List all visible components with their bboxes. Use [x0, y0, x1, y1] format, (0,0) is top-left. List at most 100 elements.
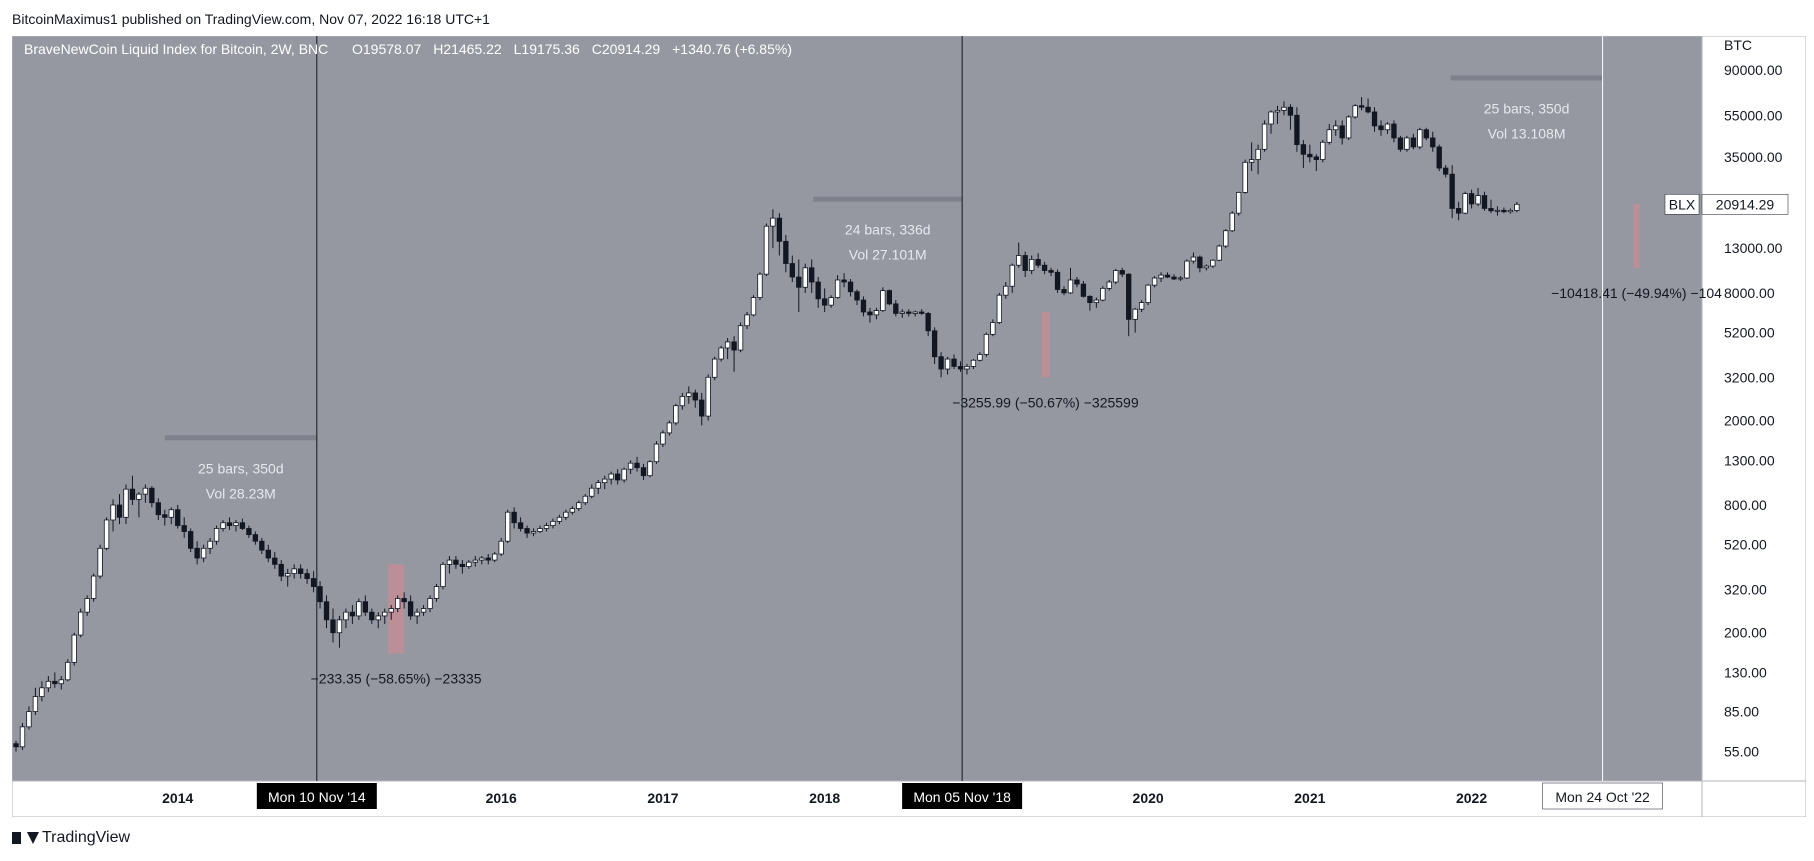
candle-body[interactable] [970, 359, 977, 367]
candle-body[interactable] [653, 443, 660, 463]
candle-body[interactable] [1048, 270, 1054, 273]
candle-body[interactable] [1248, 159, 1255, 163]
candle-body[interactable] [1158, 274, 1164, 279]
candle-body[interactable] [537, 528, 543, 532]
candle-body[interactable] [1281, 106, 1287, 111]
candle-body[interactable] [1507, 210, 1514, 213]
candle-body[interactable] [1242, 161, 1248, 193]
candle-body[interactable] [65, 661, 71, 681]
candle-body[interactable] [207, 540, 213, 549]
candle-body[interactable] [511, 511, 517, 524]
candle-body[interactable] [1345, 116, 1352, 139]
candle-body[interactable] [621, 468, 627, 481]
candle-body[interactable] [1087, 295, 1093, 303]
candle-body[interactable] [1462, 193, 1468, 214]
candle-body[interactable] [1203, 265, 1210, 269]
candle-body[interactable] [246, 528, 252, 536]
candle-body[interactable] [58, 679, 64, 685]
candle-body[interactable] [1494, 209, 1501, 212]
candle-body[interactable] [1100, 287, 1106, 301]
candle-body[interactable] [990, 322, 996, 335]
candle-body[interactable] [686, 392, 692, 397]
candle-body[interactable] [944, 358, 951, 370]
candle-body[interactable] [420, 608, 427, 613]
candle-body[interactable] [1009, 264, 1015, 287]
candle-body[interactable] [1067, 279, 1074, 294]
candle-body[interactable] [1022, 255, 1028, 271]
candle-body[interactable] [1261, 123, 1268, 150]
candle-body[interactable] [504, 511, 511, 542]
candle-body[interactable] [323, 601, 330, 621]
candle-body[interactable] [1481, 195, 1488, 209]
candle-body[interactable] [1054, 271, 1061, 290]
candle-body[interactable] [1320, 141, 1326, 160]
candle-body[interactable] [841, 279, 847, 283]
candle-body[interactable] [757, 273, 763, 298]
drawdown-box[interactable] [1633, 203, 1640, 268]
candle-body[interactable] [343, 611, 349, 621]
candle-body[interactable] [1378, 125, 1384, 131]
candle-body[interactable] [1423, 129, 1429, 139]
candle-body[interactable] [1106, 281, 1112, 289]
candle-body[interactable] [278, 563, 284, 577]
candle-body[interactable] [660, 432, 666, 445]
plot-area[interactable] [12, 36, 1702, 781]
candle-body[interactable] [1417, 129, 1423, 148]
candle-body[interactable] [873, 310, 880, 316]
candle-body[interactable] [149, 487, 155, 504]
candle-body[interactable] [1468, 193, 1475, 205]
candle-body[interactable] [569, 508, 576, 513]
candle-body[interactable] [382, 611, 388, 617]
range-bar[interactable] [164, 435, 317, 441]
candle-body[interactable] [576, 502, 582, 509]
candle-body[interactable] [52, 680, 58, 685]
candle-body[interactable] [951, 358, 957, 367]
candle-body[interactable] [776, 217, 783, 242]
candle-body[interactable] [679, 396, 685, 407]
candle-body[interactable] [188, 531, 194, 549]
candle-body[interactable] [589, 487, 595, 497]
candle-body[interactable] [634, 462, 640, 469]
candle-body[interactable] [226, 522, 233, 526]
candle-body[interactable] [103, 519, 110, 549]
candle-body[interactable] [498, 540, 504, 555]
candle-body[interactable] [1307, 153, 1313, 158]
candle-body[interactable] [673, 405, 679, 424]
candle-body[interactable] [750, 297, 757, 316]
candle-body[interactable] [809, 267, 815, 283]
candle-body[interactable] [1333, 125, 1339, 131]
candle-body[interactable] [1294, 114, 1300, 145]
candle-body[interactable] [285, 573, 291, 577]
candle-body[interactable] [1430, 137, 1436, 148]
candle-body[interactable] [194, 547, 200, 559]
candle-body[interactable] [647, 461, 653, 477]
candle-body[interactable] [1326, 129, 1332, 143]
candle-body[interactable] [731, 341, 737, 351]
candle-body[interactable] [213, 528, 220, 542]
candle-body[interactable] [220, 522, 226, 529]
candle-body[interactable] [1236, 192, 1242, 214]
candle-body[interactable] [821, 298, 828, 306]
candle-body[interactable] [181, 525, 187, 532]
candle-body[interactable] [1029, 259, 1035, 271]
candle-body[interactable] [1410, 137, 1417, 148]
candle-body[interactable] [97, 547, 103, 577]
candle-body[interactable] [763, 225, 770, 275]
candle-body[interactable] [39, 687, 45, 697]
candle-body[interactable] [175, 509, 181, 526]
candle-body[interactable] [265, 549, 271, 559]
candle-body[interactable] [336, 619, 343, 634]
candle-body[interactable] [1177, 277, 1184, 280]
candle-body[interactable] [705, 376, 711, 417]
candle-body[interactable] [1223, 230, 1229, 247]
candle-body[interactable] [1339, 125, 1345, 139]
candle-body[interactable] [1300, 144, 1307, 155]
candle-body[interactable] [1171, 276, 1177, 280]
candle-body[interactable] [356, 601, 362, 617]
candle-body[interactable] [414, 611, 420, 617]
candle-body[interactable] [110, 504, 116, 521]
candle-body[interactable] [614, 473, 621, 481]
drawdown-box[interactable] [1041, 311, 1050, 378]
candle-body[interactable] [640, 467, 647, 477]
candle-body[interactable] [1455, 208, 1462, 214]
